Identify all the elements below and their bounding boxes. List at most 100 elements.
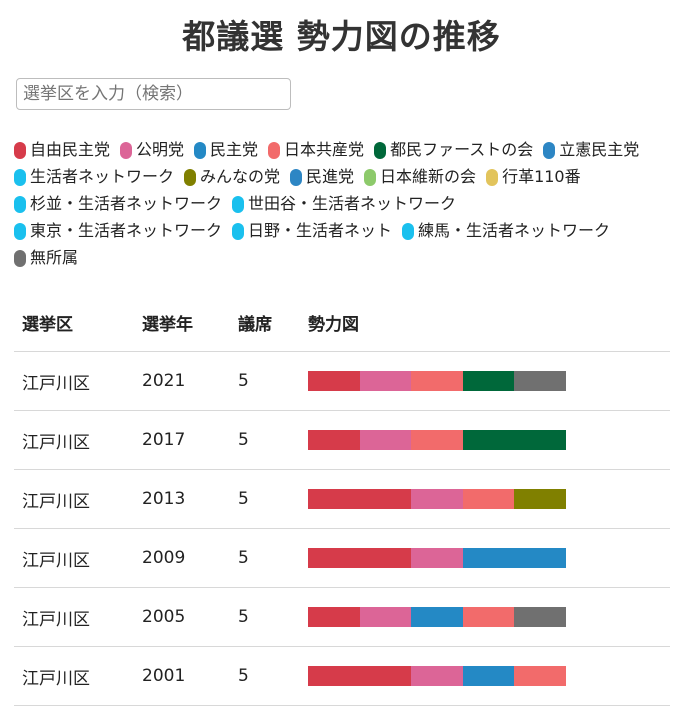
row-district: 江戸川区: [14, 646, 134, 706]
row-year: 2021: [134, 351, 230, 411]
row-power-map: [300, 646, 670, 706]
row-seats: 5: [230, 351, 300, 411]
seat-bar: [308, 430, 566, 450]
row-seats: 5: [230, 528, 300, 588]
table-row: 江戸川区 2009 5: [14, 528, 670, 588]
legend-swatch: [268, 141, 281, 159]
row-year: 2005: [134, 587, 230, 647]
seat-segment: [308, 430, 360, 450]
seat-segment: [514, 548, 566, 568]
table-row: 江戸川区 2013 5: [14, 469, 670, 529]
table-body: 江戸川区 2021 5 江戸川区 2017 5 江戸川区 2013 5 江戸川区 2009 5 江戸川区…: [14, 351, 670, 706]
seat-segment: [308, 666, 360, 686]
row-district: 江戸川区: [14, 528, 134, 588]
legend-swatch: [194, 141, 207, 159]
row-district: 江戸川区: [14, 587, 134, 647]
row-seats: 5: [230, 410, 300, 470]
seat-segment: [411, 489, 463, 509]
legend-item: 生活者ネットワーク: [14, 166, 174, 188]
seat-segment: [411, 371, 463, 391]
legend-label: 都民ファーストの会: [390, 140, 534, 159]
seat-segment: [359, 430, 412, 450]
party-legend: 自由民主党 公明党 民主党 日本共産党 都民ファーストの会 立憲民主党生活者ネットワーク み…: [14, 139, 674, 269]
legend-item: 日本維新の会: [364, 166, 476, 188]
legend-swatch: [364, 168, 377, 186]
seat-bar: [308, 607, 566, 627]
legend-label: 日本維新の会: [380, 167, 477, 186]
seat-segment: [411, 548, 463, 568]
row-district: 江戸川区: [14, 410, 134, 470]
header-district[interactable]: 選挙区: [14, 294, 134, 352]
seat-segment: [462, 548, 515, 568]
results-table: 選挙区 選挙年 議席 勢力図 江戸川区 2021 5 江戸川区 2017 5 江戸川区 201…: [14, 294, 670, 706]
legend-label: 立憲民主党: [559, 140, 640, 159]
legend-label: 日本共産党: [284, 140, 365, 159]
legend-item: 東京・生活者ネットワーク: [14, 220, 222, 242]
legend-label: 世田谷・生活者ネットワーク: [248, 194, 457, 213]
district-search-input[interactable]: [16, 78, 291, 110]
legend-item: 日野・生活者ネット: [232, 220, 392, 242]
legend-item: 民主党: [194, 139, 258, 161]
legend-swatch: [14, 168, 26, 186]
legend-label: 東京・生活者ネットワーク: [30, 221, 223, 240]
seat-segment: [462, 666, 515, 686]
legend-swatch: [120, 141, 133, 159]
seat-segment: [514, 666, 566, 686]
table-row: 江戸川区 2017 5: [14, 410, 670, 470]
seat-bar: [308, 489, 566, 509]
legend-label: 杉並・生活者ネットワーク: [30, 194, 223, 213]
legend-label: 行革110番: [502, 167, 581, 186]
seat-segment: [462, 489, 515, 509]
seat-segment: [359, 607, 412, 627]
row-year: 2009: [134, 528, 230, 588]
legend-swatch: [232, 222, 245, 240]
row-power-map: [300, 469, 670, 529]
legend-label: 生活者ネットワーク: [30, 167, 175, 186]
legend-item: 自由民主党: [14, 139, 110, 161]
legend-item: 立憲民主党: [543, 139, 639, 161]
seat-segment: [411, 607, 463, 627]
page-title: 都議選 勢力図の推移: [182, 17, 501, 56]
legend-swatch: [184, 168, 197, 186]
legend-label: 自由民主党: [30, 140, 111, 159]
seat-segment: [462, 430, 515, 450]
legend-label: 公明党: [136, 140, 185, 159]
legend-swatch: [290, 168, 303, 186]
seat-segment: [462, 607, 515, 627]
legend-item: 都民ファーストの会: [374, 139, 533, 161]
header-seats[interactable]: 議席: [230, 294, 300, 352]
table-row: 江戸川区 2021 5: [14, 351, 670, 411]
legend-item: 世田谷・生活者ネットワーク: [232, 193, 456, 215]
legend-swatch: [486, 168, 499, 186]
legend-swatch: [543, 141, 556, 159]
row-district: 江戸川区: [14, 351, 134, 411]
seat-segment: [359, 371, 412, 391]
legend-swatch: [374, 141, 387, 159]
seat-bar: [308, 371, 566, 391]
header-year[interactable]: 選挙年: [134, 294, 230, 352]
legend-item: 練馬・生活者ネットワーク: [402, 220, 610, 242]
seat-segment: [514, 489, 566, 509]
seat-segment: [308, 607, 360, 627]
row-year: 2001: [134, 646, 230, 706]
seat-segment: [308, 548, 360, 568]
seat-segment: [462, 371, 515, 391]
legend-item: みんなの党: [184, 166, 280, 188]
legend-label: 民主党: [210, 140, 259, 159]
seat-segment: [308, 489, 360, 509]
seat-bar: [308, 666, 566, 686]
legend-swatch: [14, 222, 26, 240]
seat-segment: [514, 607, 566, 627]
legend-item: 日本共産党: [268, 139, 364, 161]
legend-item: 公明党: [120, 139, 184, 161]
row-year: 2013: [134, 469, 230, 529]
seat-segment: [359, 666, 412, 686]
seat-segment: [359, 548, 412, 568]
row-power-map: [300, 351, 670, 411]
seat-segment: [359, 489, 412, 509]
row-power-map: [300, 528, 670, 588]
legend-swatch: [14, 195, 26, 213]
seat-segment: [411, 430, 463, 450]
row-district: 江戸川区: [14, 469, 134, 529]
